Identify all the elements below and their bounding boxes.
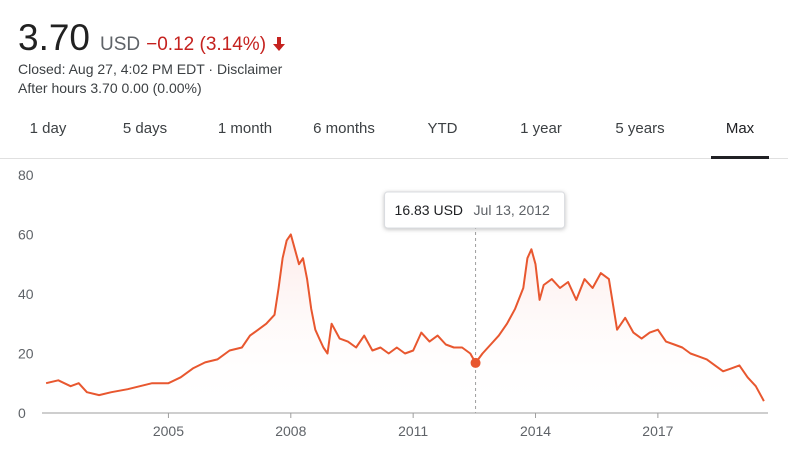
price-chart[interactable]: 0 20 40 60 80 2005 2008 2011 2014 2017 16.83 USD Ju… xyxy=(0,160,788,458)
y-tick-label: 20 xyxy=(18,345,34,361)
hover-point xyxy=(470,357,481,368)
tab-5-years[interactable]: 5 years xyxy=(615,120,665,137)
y-tick-label: 80 xyxy=(18,167,34,183)
disclaimer-link[interactable]: Disclaimer xyxy=(216,61,283,77)
tab-1-year[interactable]: 1 year xyxy=(520,120,562,137)
separator: · xyxy=(204,61,217,77)
x-tick-label: 2011 xyxy=(398,423,428,439)
tab-5-days[interactable]: 5 days xyxy=(122,120,168,137)
tooltip xyxy=(384,191,566,229)
closed-status: Closed: Aug 27, 4:02 PM EDT · Disclaimer xyxy=(18,60,286,79)
area-fill xyxy=(46,234,764,413)
price-line xyxy=(45,233,765,402)
tab-max[interactable]: Max xyxy=(711,110,769,159)
x-tick-label: 2008 xyxy=(275,423,306,439)
tab-ytd[interactable]: YTD xyxy=(427,120,458,137)
tab-6-months[interactable]: 6 months xyxy=(313,120,375,137)
tooltip-date: Jul 13, 2012 xyxy=(474,202,550,218)
tab-1-day[interactable]: 1 day xyxy=(29,120,67,137)
x-tick-label: 2005 xyxy=(153,423,184,439)
price-row: 3.70 USD −0.12 (3.14%) xyxy=(18,18,286,58)
x-tick-label: 2017 xyxy=(642,423,673,439)
range-tabs: 1 day 5 days 1 month 6 months YTD 1 year… xyxy=(0,110,788,159)
closed-time: Closed: Aug 27, 4:02 PM EDT xyxy=(18,61,205,77)
y-tick-label: 0 xyxy=(18,405,26,421)
y-tick-label: 40 xyxy=(18,286,34,302)
quote-summary: 3.70 USD −0.12 (3.14%) Closed: Aug 27, 4… xyxy=(18,18,286,98)
arrow-down-icon xyxy=(272,36,286,52)
after-hours: After hours 3.70 0.00 (0.00%) xyxy=(18,80,202,96)
x-tick-label: 2014 xyxy=(520,423,551,439)
currency-label: USD xyxy=(100,34,141,55)
current-price: 3.70 xyxy=(18,17,91,58)
tab-1-month[interactable]: 1 month xyxy=(217,120,273,137)
tooltip-price: 16.83 USD xyxy=(395,202,463,218)
price-change: −0.12 (3.14%) xyxy=(146,34,267,55)
y-tick-label: 60 xyxy=(18,226,34,242)
